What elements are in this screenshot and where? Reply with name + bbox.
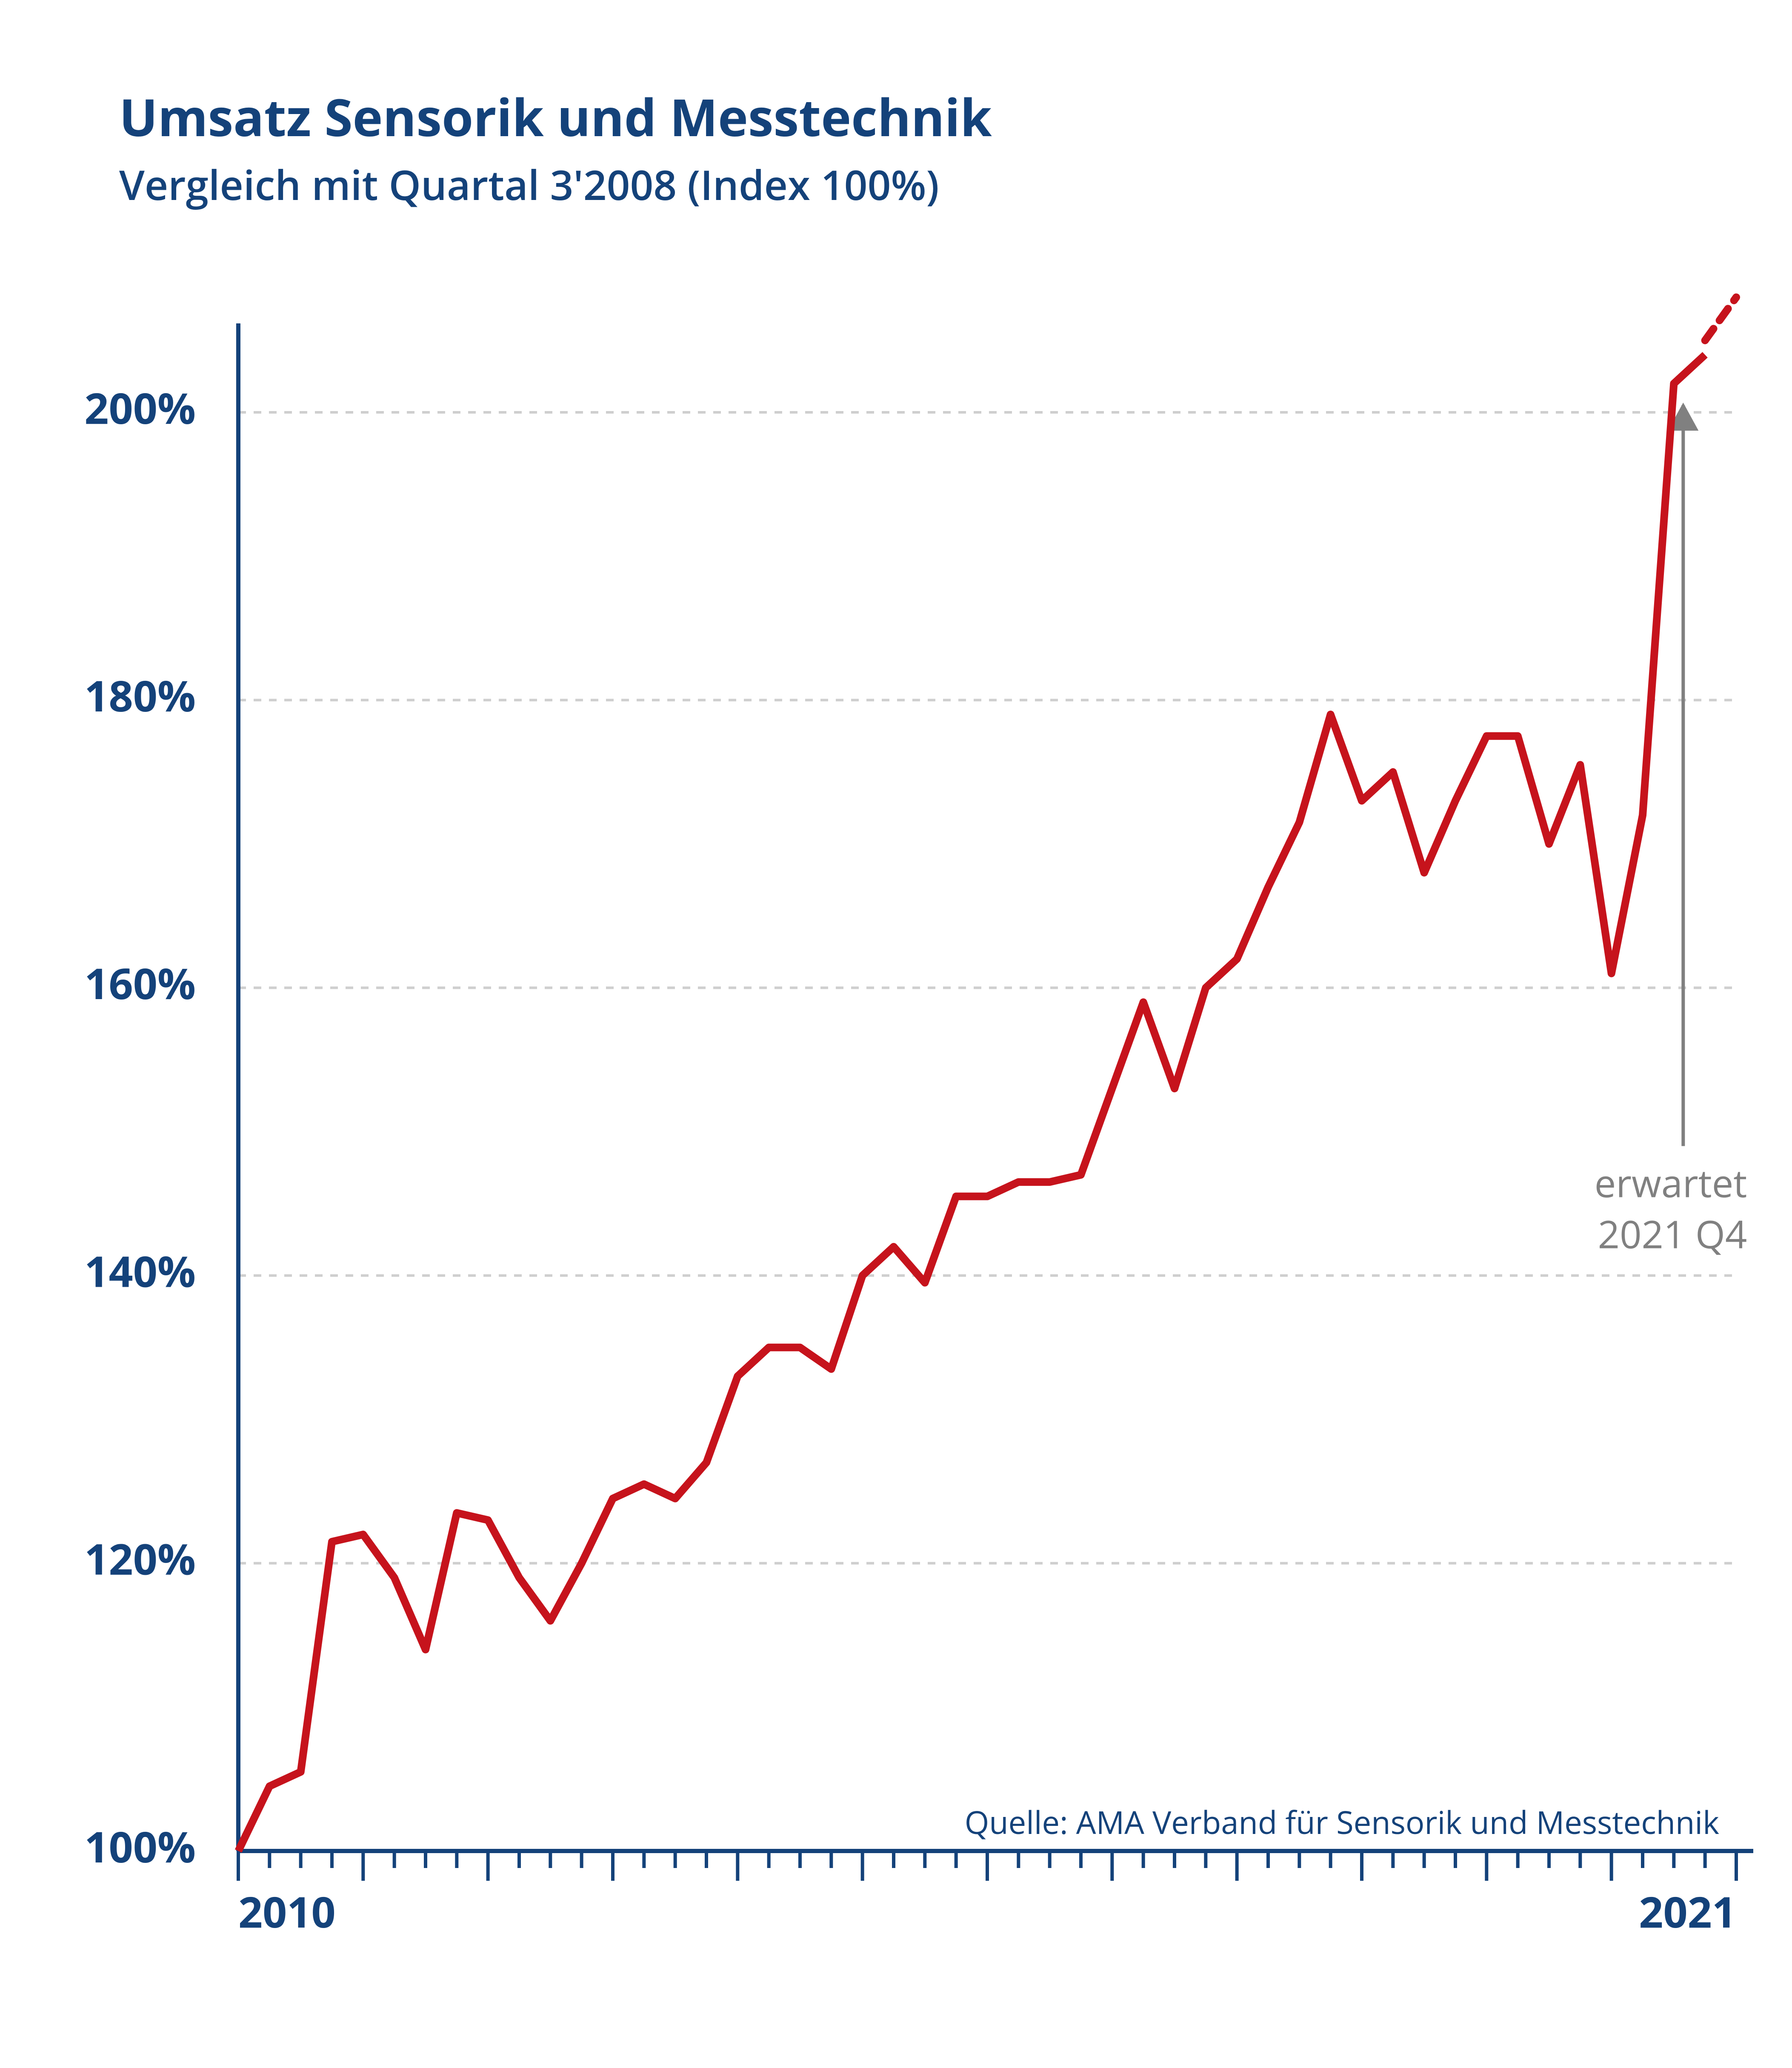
y-tick-label: 120% (84, 1530, 196, 1588)
y-tick-label: 160% (84, 954, 196, 1012)
x-tick-label-start: 2010 (238, 1882, 336, 1940)
x-axis-labels: 2010 2021 (238, 1882, 1736, 1940)
annotation-arrow (1668, 403, 1698, 1146)
x-axis-ticks (238, 1851, 1736, 1881)
y-tick-label: 180% (84, 666, 196, 724)
chart-title: Umsatz Sensorik und Messtechnik (119, 82, 992, 151)
data-series-forecast (1705, 297, 1736, 340)
x-tick-label-end: 2021 (1639, 1882, 1736, 1940)
annotation-line1: erwartet (1595, 1157, 1747, 1208)
chart-subtitle: Vergleich mit Quartal 3'2008 (Index 100%… (119, 157, 939, 212)
annotation-line2: 2021 Q4 (1598, 1208, 1747, 1260)
y-tick-label: 200% (84, 379, 196, 437)
y-axis-labels: 100% 120% 140% 160% 180% 200% (84, 379, 196, 1875)
source-text: Quelle: AMA Verband für Sensorik und Mes… (965, 1800, 1719, 1843)
data-series (238, 355, 1705, 1851)
gridlines (238, 412, 1736, 1563)
y-tick-label: 100% (84, 1817, 196, 1875)
y-tick-label: 140% (84, 1242, 196, 1300)
